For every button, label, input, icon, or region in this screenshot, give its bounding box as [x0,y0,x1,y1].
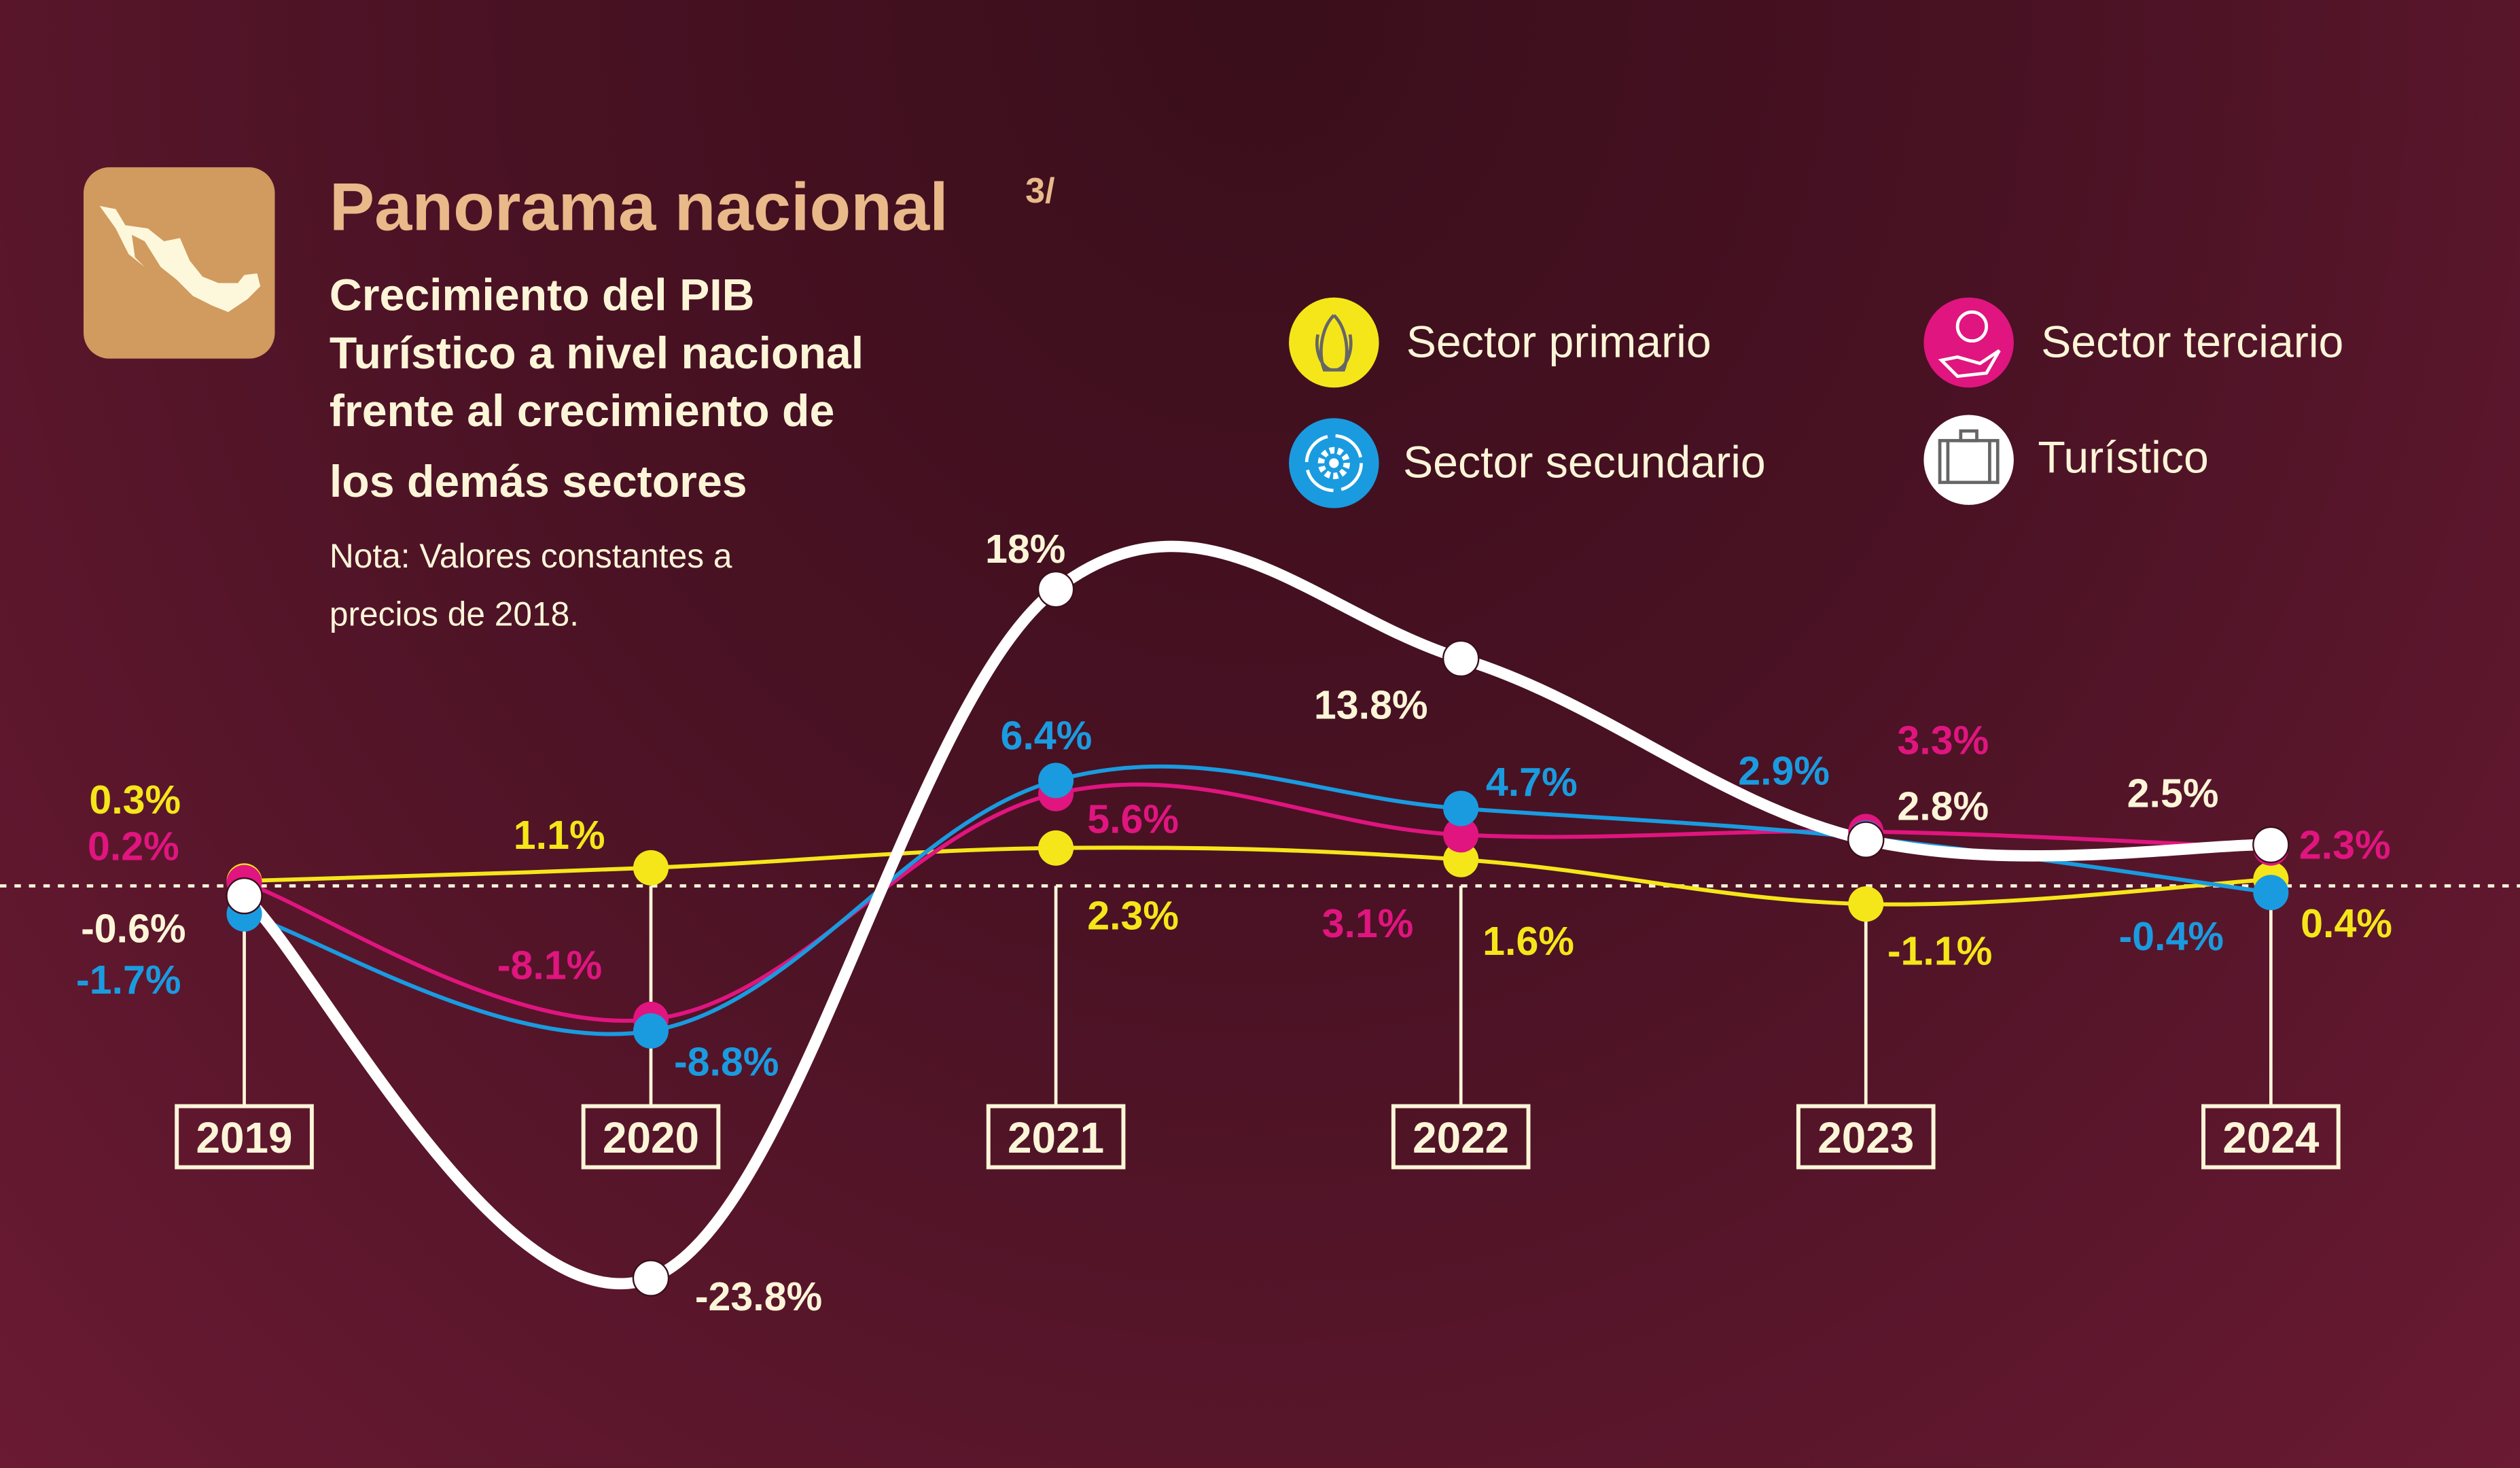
data-point-sector-primario [633,850,669,886]
year-box [1391,1104,1531,1170]
data-point-tur-stico [1037,570,1075,608]
data-point-tur-stico [226,877,263,915]
data-label-sector-secundario: 4.7% [1486,759,1578,805]
data-label-tur-stico: -0.6% [81,905,185,951]
data-label-tur-stico: 2.8% [1897,784,1989,829]
data-point-sector-primario [1038,830,1074,866]
data-label-sector-secundario: -8.8% [674,1039,779,1085]
year-box [175,1104,314,1170]
page-title: Panorama nacional [330,169,948,245]
data-point-tur-stico [1442,640,1480,678]
data-point-sector-primario [1848,886,1884,922]
data-label-sector-secundario: -1.7% [76,957,181,1002]
legend-item-primario: Sector primario [1289,297,1711,388]
legend-item-terciario: Sector terciario [1923,297,2343,388]
year-box [1796,1104,1936,1170]
year-label: 2019 [196,1113,293,1162]
data-label-sector-primario: 0.4% [2301,901,2392,946]
data-label-sector-terciario: 5.6% [1087,796,1179,841]
series-line-tur-stico [238,540,2277,1290]
year-label: 2020 [603,1113,699,1162]
mexico-map-icon [99,205,261,313]
data-point-tur-stico [1847,821,1885,858]
data-point-sector-secundario [2253,875,2289,911]
data-point-sector-terciario [1443,817,1479,853]
subtitle-line: Turístico a nivel nacional [330,328,864,379]
hand-coin-icon [1938,310,2001,379]
data-label-sector-primario: 2.3% [1087,892,1179,938]
header-icon-tile [84,167,275,359]
data-label-sector-secundario: -0.4% [2118,913,2223,959]
data-label-tur-stico: -23.8% [695,1274,822,1319]
data-label-sector-primario: 1.1% [514,812,605,858]
data-label-tur-stico: 2.5% [2127,771,2219,816]
year-label: 2022 [1413,1113,1509,1162]
year-box [986,1104,1126,1170]
data-point-sector-secundario [1038,763,1074,799]
data-point-sector-secundario [633,1013,669,1049]
year-box [581,1104,721,1170]
data-point-sector-secundario [1443,790,1479,826]
data-label-sector-terciario: 0.2% [88,824,179,869]
legend-label: Turístico [2038,433,2208,483]
note-line: Nota: Valores constantes a [330,537,732,575]
year-box [2201,1104,2341,1170]
subtitle-line: frente al crecimiento de [330,386,834,436]
legend: Sector primario Sector secundario Sector… [1289,297,2343,508]
data-label-sector-terciario: -8.1% [497,943,602,988]
note-line: precios de 2018. [330,595,579,633]
data-label-sector-terciario: 2.3% [2299,822,2391,867]
data-label-sector-secundario: 6.4% [1001,712,1093,758]
data-point-tur-stico [632,1259,670,1297]
subtitle-line: los demás sectores [330,457,747,507]
gear-cycle-icon [1305,434,1363,493]
data-label-sector-terciario: 3.1% [1322,901,1414,946]
data-label-sector-secundario: 2.9% [1738,748,1830,794]
data-label-tur-stico: 18% [985,526,1065,572]
year-label: 2024 [2222,1113,2320,1162]
legend-item-secundario: Sector secundario [1289,418,1766,508]
series-line-sector-terciario [242,782,2273,1023]
data-label-sector-primario: -1.1% [1887,928,1992,973]
legend-label: Sector secundario [1403,438,1766,488]
legend-label: Sector terciario [2041,317,2343,367]
legend-label: Sector primario [1406,317,1711,367]
subtitle-line: Crecimiento del PIB [330,270,755,321]
data-label-tur-stico: 13.8% [1314,682,1428,728]
data-label-sector-primario: 0.3% [89,777,181,822]
data-label-sector-primario: 1.6% [1483,918,1574,964]
data-point-sector-primario [1443,841,1479,877]
data-point-tur-stico [2252,826,2290,864]
year-label: 2021 [1008,1113,1104,1162]
title-footnote-ref: 3/ [1025,171,1054,211]
year-label: 2023 [1817,1113,1914,1162]
legend-item-turistico: Turístico [1923,415,2209,505]
corn-icon [1315,314,1353,372]
series-line-sector-primario [242,845,2273,907]
data-label-sector-terciario: 3.3% [1897,718,1989,763]
suitcase-icon [1938,429,2000,485]
